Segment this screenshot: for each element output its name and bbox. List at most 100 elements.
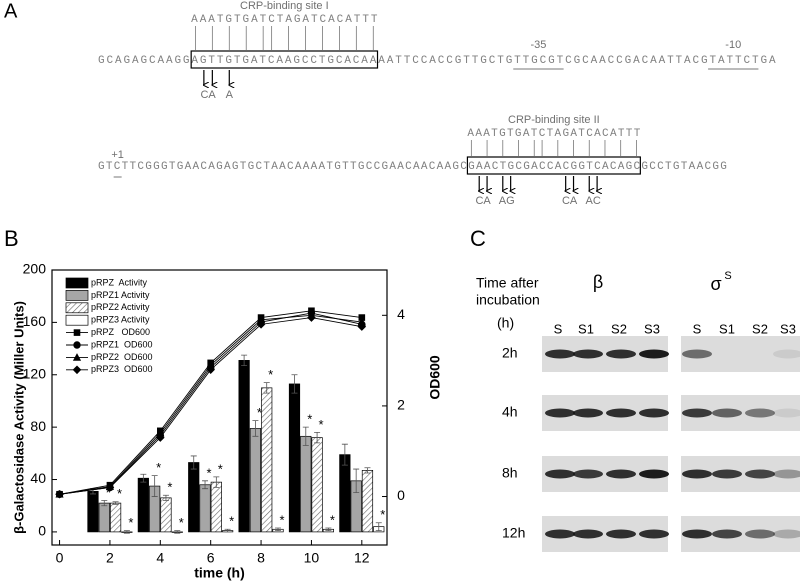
legend-swatch [65, 302, 89, 314]
blot-band [606, 408, 636, 418]
blot-band [712, 529, 742, 539]
error-bar [224, 528, 231, 533]
x-tick-label: 4 [156, 550, 164, 566]
significance-label: * [268, 367, 273, 382]
mutation-label: CA [562, 195, 578, 207]
blot-band [745, 469, 775, 479]
bar [210, 481, 222, 533]
error-bar [314, 431, 321, 444]
panel-label: B [4, 226, 19, 251]
error-bar [353, 468, 360, 494]
mutation-label: AG [499, 195, 515, 207]
lane-label: S1 [719, 321, 735, 336]
blot-band [573, 408, 603, 418]
blot-band [639, 529, 669, 539]
legend-swatch [65, 314, 89, 326]
blot-band [773, 469, 800, 479]
y2-tick-label: 4 [397, 306, 405, 322]
time-label: (h) [497, 315, 514, 331]
bar [339, 454, 351, 533]
legend-label: pRPZ1 Activity [91, 290, 150, 300]
lane-label: S2 [611, 321, 627, 336]
legend-label: pRPZ3 Activity [91, 315, 150, 325]
significance-label: * [279, 512, 284, 527]
significance-label: * [229, 514, 234, 529]
row-label: 12h [502, 525, 525, 541]
y2-tick-label: 0 [397, 487, 405, 503]
blot-band [712, 469, 742, 479]
error-bar [140, 473, 147, 483]
blot-band [545, 529, 575, 539]
row-label: 2h [502, 345, 518, 361]
row-label: 8h [502, 465, 518, 481]
error-bar [375, 522, 382, 531]
x-tick-label: 2 [106, 550, 114, 566]
x-tick-label: 6 [207, 550, 215, 566]
legend-label: pRPZ1 OD600 [91, 339, 153, 349]
y-tick-label: 120 [23, 365, 47, 381]
lane-label: S1 [578, 321, 594, 336]
panel-label: C [470, 226, 486, 251]
plus-one: +1 [111, 149, 124, 161]
error-bar [341, 443, 348, 466]
consensus: AAATGTGATCTAGATCACATTT [467, 128, 640, 140]
od-marker [206, 360, 215, 369]
promoter-label: -35 [530, 39, 546, 51]
x-tick-label: 0 [56, 550, 64, 566]
lane-label: S [693, 321, 702, 336]
site-title: CRP-binding site II [508, 114, 600, 126]
blot-band [773, 408, 800, 418]
error-bar [123, 530, 130, 534]
error-bar [101, 500, 108, 507]
error-bar [174, 530, 181, 534]
x-tick-label: 10 [304, 550, 320, 566]
error-bar [263, 382, 270, 394]
bar [109, 502, 122, 533]
bar [249, 428, 262, 533]
legend-label: pRPZ2 Activity [91, 302, 150, 312]
lane-label: S3 [780, 321, 796, 336]
x-tick-label: 12 [354, 550, 370, 566]
significance-label: * [106, 485, 111, 500]
bar [188, 462, 200, 533]
blot-band [573, 529, 603, 539]
blot-band [545, 408, 575, 418]
blot-band [639, 469, 669, 479]
blot-band [745, 408, 775, 418]
time-label: incubation [476, 292, 540, 308]
y-tick-label: 0 [38, 523, 46, 539]
sequence: GCAGAGCAAGGAGTTGTGATCAAGCCTGCACAAAATTCCA… [98, 55, 776, 67]
y-tick-label: 160 [23, 313, 47, 329]
x-axis-label: time (h) [194, 565, 245, 581]
time-label: Time after [476, 275, 539, 291]
sigma-label: σ [710, 274, 721, 294]
significance-label: * [179, 515, 184, 530]
consensus: AAATGTGATCTAGATCACATTT [191, 14, 378, 26]
error-bar [325, 527, 332, 531]
significance-label: * [319, 417, 324, 432]
y-axis-label: β-Galactosidase Activity (Miller Units) [11, 301, 26, 534]
bar [300, 435, 312, 533]
promoter-label: -10 [725, 39, 741, 51]
bar [137, 477, 149, 533]
bar [87, 490, 99, 533]
significance-label: * [380, 507, 385, 522]
error-bar [291, 374, 298, 394]
error-bar [112, 501, 119, 505]
panel-a: A GCAGAGCAAGGAGTTGTGATCAAGCCTGCACAAAATTC… [4, 0, 776, 207]
row-label: 4h [502, 404, 518, 420]
blot-band [639, 408, 669, 418]
blot-band [639, 349, 669, 359]
blot-band [682, 408, 712, 418]
legend-label: pRPZ3 OD600 [91, 364, 153, 374]
legend-label: pRPZ2 OD600 [91, 352, 153, 362]
blot-band [545, 349, 575, 359]
error-bar [275, 527, 282, 531]
y-tick-label: 200 [23, 261, 47, 277]
site-box [466, 156, 641, 175]
od-marker [105, 483, 115, 492]
error-bar [364, 467, 371, 474]
